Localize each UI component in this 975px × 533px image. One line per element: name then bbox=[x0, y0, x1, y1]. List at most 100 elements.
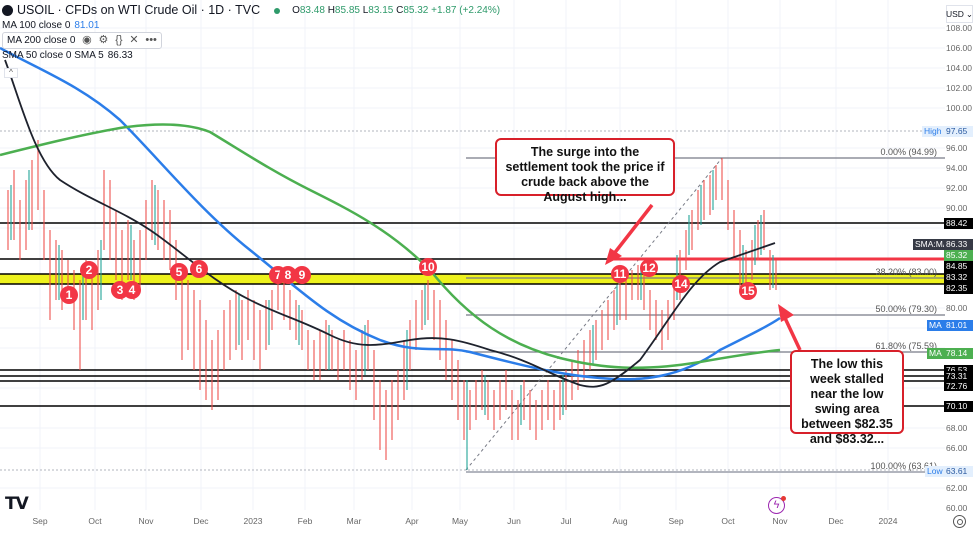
svg-text:81.01: 81.01 bbox=[946, 320, 968, 330]
chart-legend: USOIL · CFDs on WTI Crude Oil · 1D · TVC… bbox=[2, 3, 500, 63]
indicator-value: 86.33 bbox=[107, 50, 133, 61]
svg-text:76.53: 76.53 bbox=[946, 365, 968, 375]
indicator-value: 81.01 bbox=[74, 20, 100, 31]
svg-text:Oct: Oct bbox=[721, 516, 735, 526]
svg-text:82.35: 82.35 bbox=[946, 283, 968, 293]
tradingview-logo[interactable]: TV bbox=[5, 494, 29, 514]
svg-text:61.80% (75.59): 61.80% (75.59) bbox=[875, 341, 937, 351]
svg-text:7: 7 bbox=[275, 268, 282, 282]
ma-100-line bbox=[0, 46, 781, 381]
more-icon[interactable]: ••• bbox=[145, 34, 157, 46]
svg-text:108.00: 108.00 bbox=[946, 23, 972, 33]
svg-text:MA: MA bbox=[929, 348, 942, 358]
svg-text:14: 14 bbox=[674, 277, 688, 291]
svg-text:92.00: 92.00 bbox=[946, 183, 968, 193]
currency-label: USD bbox=[945, 9, 964, 19]
settings-icon[interactable] bbox=[953, 515, 966, 528]
symbol-row[interactable]: USOIL · CFDs on WTI Crude Oil · 1D · TVC… bbox=[2, 3, 500, 18]
indicator-sma50[interactable]: SMA 50 close 0 SMA 5 86.33 bbox=[2, 48, 500, 63]
svg-text:Nov: Nov bbox=[772, 516, 788, 526]
svg-text:102.00: 102.00 bbox=[946, 83, 972, 93]
svg-text:60.00: 60.00 bbox=[946, 503, 968, 513]
fib-levels bbox=[466, 157, 945, 473]
market-open-icon bbox=[274, 7, 281, 14]
svg-text:Sep: Sep bbox=[668, 516, 683, 526]
indicator-label: MA 200 close 0 bbox=[7, 35, 76, 46]
svg-text:1: 1 bbox=[66, 288, 73, 302]
svg-text:0.00% (94.99): 0.00% (94.99) bbox=[880, 147, 937, 157]
svg-text:Apr: Apr bbox=[405, 516, 418, 526]
indicator-label: MA 100 close 0 bbox=[2, 20, 71, 31]
svg-text:104.00: 104.00 bbox=[946, 63, 972, 73]
svg-text:6: 6 bbox=[196, 262, 203, 276]
symbol-title: USOIL · CFDs on WTI Crude Oil · 1D · TVC bbox=[17, 3, 261, 17]
svg-text:4: 4 bbox=[129, 283, 136, 297]
indicator-ma200[interactable]: MA 200 close 0 ◉ ⚙ {} ✕ ••• bbox=[2, 32, 500, 49]
svg-text:85.32: 85.32 bbox=[946, 250, 968, 260]
svg-text:Low: Low bbox=[927, 466, 943, 476]
gear-icon[interactable]: ⚙ bbox=[98, 34, 109, 46]
close-icon[interactable]: ✕ bbox=[129, 34, 139, 46]
svg-text:88.42: 88.42 bbox=[946, 218, 968, 228]
svg-text:62.00: 62.00 bbox=[946, 483, 968, 493]
svg-text:50.00% (79.30): 50.00% (79.30) bbox=[875, 304, 937, 314]
svg-text:84.85: 84.85 bbox=[946, 261, 968, 271]
svg-text:Dec: Dec bbox=[193, 516, 209, 526]
ohlc-values: O83.48 H85.85 L83.15 C85.32 +1.87 (+2.24… bbox=[292, 5, 501, 16]
fib-trendline bbox=[465, 157, 723, 471]
svg-text:May: May bbox=[452, 516, 469, 526]
eye-icon[interactable]: ◉ bbox=[82, 34, 92, 46]
svg-text:96.00: 96.00 bbox=[946, 143, 968, 153]
svg-text:15: 15 bbox=[741, 284, 755, 298]
price-badges: High 97.65 88.42 SMA:MA 86.33 85.32 84.8… bbox=[913, 126, 973, 477]
svg-text:72.76: 72.76 bbox=[946, 381, 968, 391]
svg-text:100.00% (63.61): 100.00% (63.61) bbox=[870, 461, 937, 471]
svg-text:Nov: Nov bbox=[138, 516, 154, 526]
svg-text:Oct: Oct bbox=[88, 516, 102, 526]
red-arrows bbox=[605, 203, 802, 351]
svg-text:78.14: 78.14 bbox=[946, 348, 968, 358]
ma-200-line bbox=[0, 123, 781, 370]
braces-icon[interactable]: {} bbox=[115, 34, 123, 46]
svg-text:SMA:MA: SMA:MA bbox=[915, 239, 949, 249]
svg-text:83.32: 83.32 bbox=[946, 272, 968, 282]
svg-text:100.00: 100.00 bbox=[946, 103, 972, 113]
svg-text:8: 8 bbox=[285, 268, 292, 282]
svg-text:Feb: Feb bbox=[298, 516, 313, 526]
symbol-icon bbox=[2, 5, 13, 16]
grid bbox=[0, 0, 945, 510]
svg-text:Dec: Dec bbox=[828, 516, 844, 526]
svg-text:90.00: 90.00 bbox=[946, 203, 968, 213]
svg-text:70.10: 70.10 bbox=[946, 401, 968, 411]
svg-text:97.65: 97.65 bbox=[946, 126, 968, 136]
svg-text:66.00: 66.00 bbox=[946, 443, 968, 453]
fib-labels: 0.00% (94.99) 38.20% (83.00) 50.00% (79.… bbox=[870, 147, 937, 471]
svg-text:2023: 2023 bbox=[244, 516, 263, 526]
svg-text:Mar: Mar bbox=[347, 516, 362, 526]
price-axis[interactable]: 108.00 106.00 104.00 102.00 100.00 96.00… bbox=[946, 23, 972, 513]
svg-text:Jul: Jul bbox=[561, 516, 572, 526]
svg-text:5: 5 bbox=[176, 265, 183, 279]
svg-text:High: High bbox=[924, 126, 942, 136]
svg-text:38.20% (83.00): 38.20% (83.00) bbox=[875, 267, 937, 277]
callout-top: The surge into the settlement took the p… bbox=[495, 138, 675, 204]
currency-selector[interactable]: USD ⌄ bbox=[946, 5, 973, 23]
svg-text:106.00: 106.00 bbox=[946, 43, 972, 53]
svg-text:Aug: Aug bbox=[612, 516, 627, 526]
support-zone bbox=[0, 274, 945, 284]
callout-top-text: The surge into the settlement took the p… bbox=[505, 145, 665, 204]
callout-bottom: The low this week stalled near the low s… bbox=[790, 350, 904, 446]
svg-text:Jun: Jun bbox=[507, 516, 521, 526]
sma-50-line bbox=[4, 59, 776, 388]
svg-text:Sep: Sep bbox=[32, 516, 47, 526]
indicator-ma200-box[interactable]: MA 200 close 0 ◉ ⚙ {} ✕ ••• bbox=[2, 32, 162, 49]
indicator-ma100[interactable]: MA 100 close 0 81.01 bbox=[2, 18, 500, 33]
candles bbox=[7, 140, 777, 470]
collapse-legend-button[interactable]: ^ bbox=[4, 68, 18, 78]
svg-text:9: 9 bbox=[299, 268, 306, 282]
flash-icon[interactable]: ϟ bbox=[768, 496, 786, 514]
svg-text:73.31: 73.31 bbox=[946, 371, 968, 381]
svg-text:63.61: 63.61 bbox=[946, 466, 968, 476]
time-axis[interactable]: Sep Oct Nov Dec 2023 Feb Mar Apr May Jun… bbox=[32, 516, 897, 526]
